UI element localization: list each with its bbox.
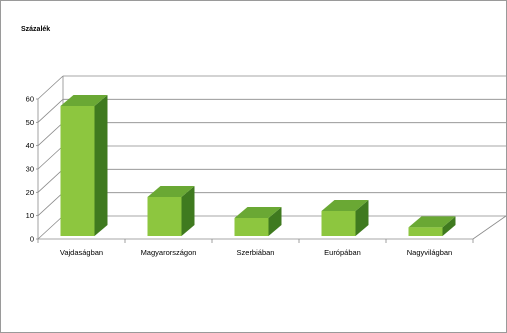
bar-side: [181, 186, 195, 236]
bar: [60, 95, 108, 236]
bar-front: [408, 227, 443, 236]
bar: [408, 216, 456, 236]
bar-front: [60, 106, 95, 236]
bar: [147, 186, 195, 236]
y-tick-label: 10: [26, 211, 34, 220]
bar-top: [234, 207, 282, 218]
y-tick-label: 60: [26, 95, 34, 104]
y-tick-label: 30: [26, 165, 34, 174]
bar-front: [147, 197, 182, 236]
x-tick-label: Magyarországon: [141, 248, 197, 257]
bar-front: [234, 218, 269, 236]
y-axis-title: Százalék: [21, 26, 51, 33]
bar-top: [321, 200, 369, 211]
x-tick-label: Vajdaságban: [60, 248, 103, 257]
bar: [321, 200, 369, 236]
x-tick-labels: Vajdaságban Magyarországon Szerbiában Európ…: [60, 248, 452, 257]
bar: [234, 207, 282, 236]
bar-side: [355, 200, 369, 236]
bar-side: [268, 207, 282, 236]
y-tick-label: 50: [26, 118, 34, 127]
bar-side: [94, 95, 108, 236]
x-tick-label: Nagyvilágban: [407, 248, 452, 257]
y-tick-label: 20: [26, 188, 34, 197]
y-tick-label: 0: [30, 235, 34, 244]
gridlines: [37, 75, 506, 240]
bar-top: [147, 186, 195, 197]
bar-top: [60, 95, 108, 106]
y-tick-labels: 0 10 20 30 40 50 60: [26, 95, 34, 244]
y-tick-label: 40: [26, 141, 34, 150]
x-tick-label: Európában: [324, 248, 361, 257]
x-tick-label: Szerbiában: [237, 248, 275, 257]
bar-side: [442, 216, 456, 236]
bar-top: [408, 216, 456, 228]
bar-front: [321, 211, 356, 236]
bars: [60, 95, 456, 236]
